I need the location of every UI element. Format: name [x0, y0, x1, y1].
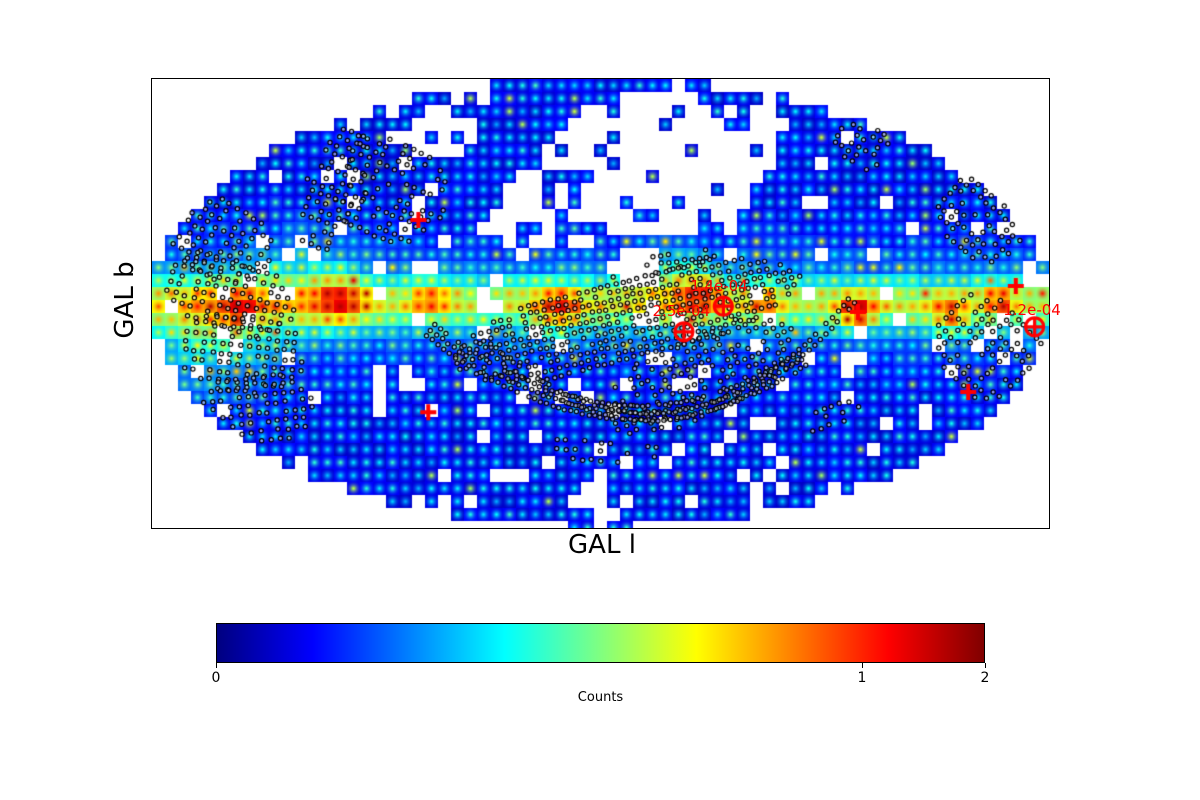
colorbar-tick-mark — [985, 663, 986, 668]
colorbar-gradient — [216, 623, 985, 663]
x-axis-label: GAL l — [568, 530, 636, 560]
sky-map-plot — [151, 78, 1050, 529]
colorbar-tick-mark — [861, 663, 863, 668]
colorbar-tick-label: 1 — [857, 670, 867, 686]
y-axis-label: GAL b — [110, 261, 140, 339]
colorbar-tick-label: 2 — [980, 670, 990, 686]
colorbar-tick-mark — [216, 663, 217, 668]
sky-map-canvas — [152, 79, 1049, 528]
colorbar-tick-label: 0 — [211, 670, 221, 686]
colorbar: 0 1 2 Counts — [212, 623, 989, 705]
colorbar-label: Counts — [577, 690, 624, 705]
